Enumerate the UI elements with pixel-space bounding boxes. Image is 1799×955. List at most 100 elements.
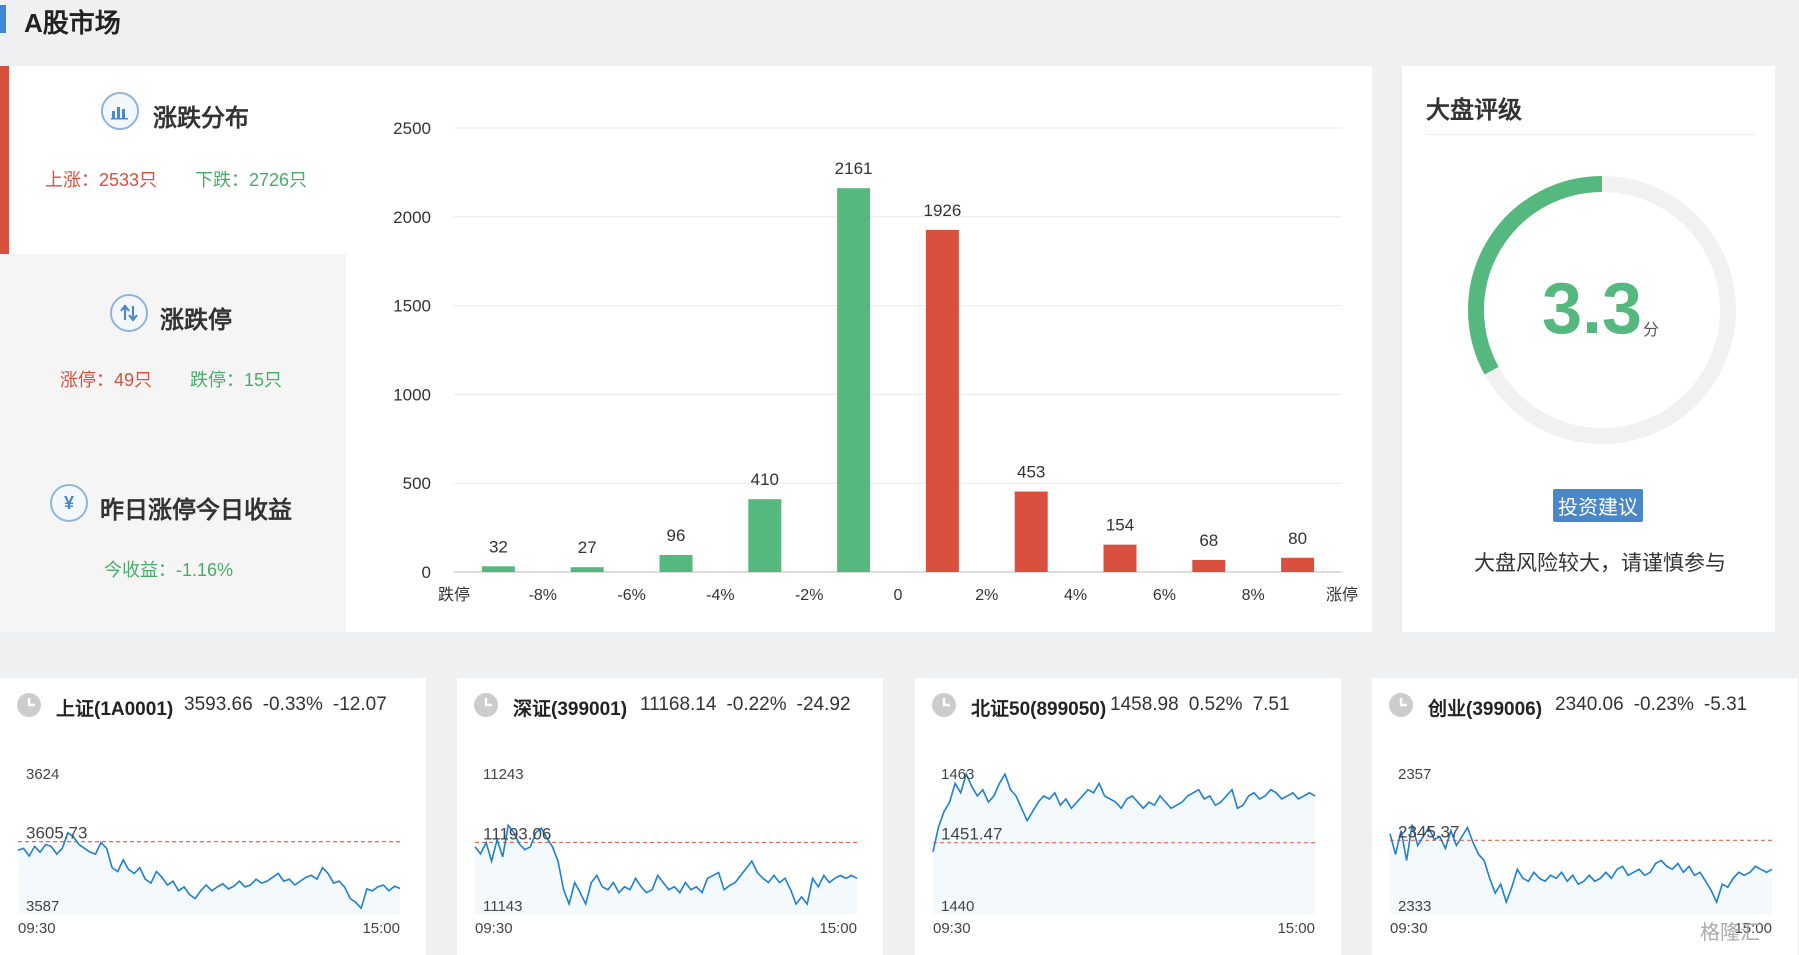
x-tick-label: 8% <box>1242 587 1265 604</box>
y-tick-label: 500 <box>403 474 431 493</box>
time-start-label: 09:30 <box>475 920 513 937</box>
limit-up-count: 涨停：49只 <box>60 370 153 390</box>
time-start-label: 09:30 <box>18 920 56 937</box>
y-tick-label: 1000 <box>393 385 431 404</box>
bar-value-label: 32 <box>489 537 508 556</box>
y-tick-label: 0 <box>422 563 431 582</box>
x-tick-label: 4% <box>1064 587 1087 604</box>
y-max-label: 2357 <box>1398 766 1431 783</box>
area-fill <box>475 825 857 914</box>
intraday-chart: 11243 11193.06 11143 09:30 15:00 <box>474 766 858 937</box>
bar-value-label: 2161 <box>835 159 873 178</box>
rating-title: 大盘评级 <box>1426 97 1522 124</box>
page-title: A股市场 <box>24 8 121 38</box>
rise-fall-title: 涨跌分布 <box>153 105 249 132</box>
price-line <box>932 771 1316 852</box>
clock-icon <box>932 693 956 717</box>
price-line <box>474 823 858 907</box>
bar[interactable] <box>1281 557 1315 572</box>
x-tick-label: 涨停 <box>1326 586 1358 604</box>
bar-value-label: 453 <box>1017 463 1045 482</box>
bar[interactable] <box>748 499 782 572</box>
y-max-label: 1463 <box>941 766 974 783</box>
x-tick-label: -8% <box>529 587 557 604</box>
bar[interactable] <box>481 566 515 572</box>
up-down-arrows-icon <box>110 294 148 332</box>
bar-value-label: 1926 <box>923 201 961 220</box>
y-tick-label: 2000 <box>393 208 431 227</box>
investment-advice-button[interactable]: 投资建议 <box>1553 489 1643 522</box>
rating-unit: 分 <box>1643 322 1660 339</box>
x-tick-label: 2% <box>975 587 998 604</box>
clock-icon <box>1389 693 1413 717</box>
market-rating-panel: 大盘评级 <box>1402 66 1775 632</box>
x-tick-label: -4% <box>706 587 734 604</box>
price-line <box>17 831 401 910</box>
y-tick-label: 1500 <box>393 297 431 316</box>
index-change: 7.51 <box>1252 694 1290 715</box>
x-tick-label: -6% <box>617 587 645 604</box>
index-card-beizheng[interactable]: 北证50(899050) 1458.98 0.52% 7.51 1463 1451.4… <box>915 678 1341 955</box>
limit-down-count: 跌停：15只 <box>190 370 283 390</box>
y-min-label: 2333 <box>1398 898 1431 915</box>
intraday-chart: 3624 3605.73 3587 09:30 15:00 <box>17 766 401 937</box>
limit-title: 涨跌停 <box>160 307 232 334</box>
index-price: 11168.14 <box>640 694 717 715</box>
index-card-chuangye[interactable]: 创业(399006) 2340.06 -0.23% -5.31 2357 2345.3… <box>1372 678 1798 955</box>
bar[interactable] <box>925 229 959 573</box>
header-accent-bar <box>0 5 6 33</box>
index-name: 创业(399006) <box>1428 699 1543 720</box>
price-line <box>1389 824 1773 905</box>
bar-value-label: 410 <box>751 470 779 489</box>
y-min-label: 11143 <box>483 898 523 915</box>
intraday-chart: 2357 2345.37 2333 09:30 15:00 <box>1389 766 1773 937</box>
y-min-label: 1440 <box>941 898 974 915</box>
intraday-chart: 1463 1451.47 1440 09:30 15:00 <box>932 766 1316 937</box>
bar[interactable] <box>659 554 693 572</box>
bar-value-label: 68 <box>1199 531 1218 550</box>
distribution-bar-chart: 0 500 1000 1500 2000 2500 跌停 -8% -6% -4% -2% 0 2% 4% 6… <box>393 119 1358 604</box>
area-fill <box>1390 824 1772 914</box>
index-name: 北证50(899050) <box>971 699 1107 720</box>
x-tick-label: 6% <box>1153 587 1176 604</box>
rating-gauge <box>1468 176 1736 444</box>
time-end-label: 15:00 <box>1734 920 1772 937</box>
bar[interactable] <box>1192 559 1226 572</box>
section-header: A股市场 <box>0 0 1799 40</box>
bar-value-label: 27 <box>578 538 597 557</box>
rise-fall-panel[interactable]: 涨跌分布 上涨：2533只 下跌：2726只 <box>0 66 346 254</box>
y-ref-label: 3605.73 <box>26 824 87 843</box>
time-end-label: 15:00 <box>362 920 400 937</box>
area-fill <box>18 832 400 914</box>
time-end-label: 15:00 <box>1277 920 1315 937</box>
clock-icon <box>17 693 41 717</box>
index-price: 1458.98 <box>1110 694 1179 715</box>
index-pct: -0.33% <box>262 694 323 715</box>
bar[interactable] <box>570 567 604 572</box>
bar[interactable] <box>1103 544 1137 572</box>
bar-value-label: 154 <box>1106 516 1134 535</box>
index-card-shenzhen[interactable]: 深证(399001) 11168.14 -0.22% -24.92 11243 111… <box>457 678 883 955</box>
watermark-logo: 格隆汇 <box>1700 922 1760 944</box>
x-tick-label: -2% <box>795 587 823 604</box>
up-count: 上涨：2533只 <box>45 170 158 190</box>
bar-value-label: 80 <box>1288 529 1307 548</box>
index-change: -24.92 <box>796 694 851 715</box>
y-ref-label: 2345.37 <box>1398 822 1459 841</box>
y-max-label: 3624 <box>26 766 59 783</box>
index-name: 上证(1A0001) <box>56 699 174 720</box>
index-change: -12.07 <box>332 694 387 715</box>
y-ref-label: 11193.06 <box>483 824 551 843</box>
area-fill <box>933 774 1315 914</box>
bar[interactable] <box>837 188 871 572</box>
yesterday-gain: 今收益：-1.16% <box>104 560 234 580</box>
index-pct: 0.52% <box>1188 694 1243 715</box>
rating-score: 3.3 <box>1542 269 1643 349</box>
clock-icon <box>474 693 498 717</box>
bar[interactable] <box>1014 491 1048 572</box>
down-count: 下跌：2726只 <box>195 170 308 190</box>
index-pct: -0.22% <box>726 694 787 715</box>
y-ref-label: 1451.47 <box>941 825 1002 844</box>
index-card-shanghai[interactable]: 上证(1A0001) 3593.66 -0.33% -12.07 3624 3605.… <box>0 678 426 955</box>
x-tick-label: 0 <box>894 587 903 604</box>
